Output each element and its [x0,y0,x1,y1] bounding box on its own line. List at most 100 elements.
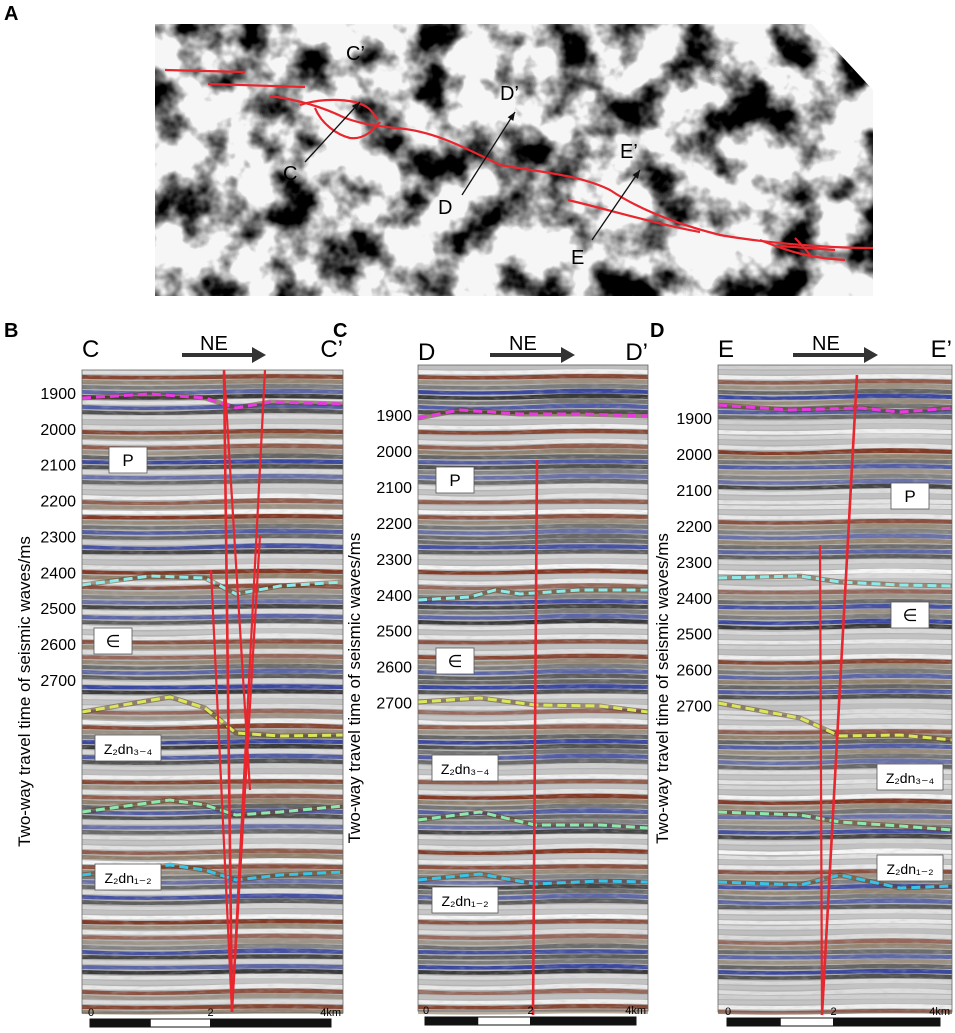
section-d-y-axis-label: Two-way travel time of seismic waves/ms [653,533,672,844]
section-d-unit-label-4: Z₂dn₁₋₂ [876,854,944,882]
section-d-left-label: E [718,336,734,363]
section-b-ytick-2500: 2500 [40,601,76,618]
panel-a-letter: A [4,3,18,25]
section-b-y-axis-label: Two-way travel time of seismic waves/ms [15,536,34,847]
panel-a: A C C’ D D’ E E’ [4,3,874,296]
map-section-markers: C C’ D D’ E E’ [283,43,641,269]
map-fault-5 [313,107,381,140]
map-label-c: C [283,163,297,185]
section-d-frame [717,364,953,1013]
section-c-scale-bar-segment [424,1016,479,1026]
section-c-ytick-2300: 2300 [376,552,412,569]
section-d-ytick-1900: 1900 [676,411,712,428]
unit-label-text: P [449,471,460,490]
map-fault-traces [164,68,874,262]
map-profile-line-d [461,111,516,196]
section-d-ytick-2300: 2300 [676,555,712,572]
unit-label-text: P [122,451,133,470]
section-d-ytick-2500: 2500 [676,627,712,644]
section-c-direction-label: NE [509,333,537,355]
map-arrowhead-e [632,170,640,179]
unit-label-box [93,627,133,655]
map-fault-8 [779,244,836,252]
section-d: D E E’ NE P ∈ Z₂dn₃₋₄ Z₂dn₁₋₂ 1900 2000 2100 2200 23… [650,320,953,1027]
unit-label-text: ∈ [448,652,463,671]
section-c-horizon-1 [417,408,649,420]
section-d-letter: D [650,320,664,342]
map-fault-2 [207,82,306,89]
section-d-horizon-4 [717,810,953,832]
section-b-fault-1 [222,369,234,1013]
section-d-ytick-2000: 2000 [676,447,712,464]
map-fault-4 [299,98,379,121]
section-d-scale-bar-segment [779,1017,834,1027]
section-c-unit-label-1: P [435,466,475,494]
map-profile-line-e [591,169,641,241]
section-c-ytick-2500: 2500 [376,624,412,641]
section-b-horizon-3 [81,695,344,738]
section-b-letter: B [4,320,18,342]
section-b-direction-label: NE [200,333,228,355]
section-d-fault-1 [820,374,859,1016]
unit-label-box [890,482,930,510]
unit-label-text: Z₂dn₁₋₂ [441,893,488,909]
unit-label-box [435,466,475,494]
section-c-scale-bar-segment [477,1016,531,1026]
section-b-ytick-2400: 2400 [40,565,76,582]
section-c-unit-label-4: Z₂dn₁₋₂ [431,886,499,914]
section-b-right-label: C’ [320,336,343,363]
section-c-frame [417,364,649,1012]
section-b-scale-label-2: 2 [208,1007,214,1019]
section-d-horizon-2 [717,574,953,588]
section-c-scale-label-2: 2 [528,1005,534,1017]
section-c-ytick-2100: 2100 [376,480,412,497]
section-d-scale-label-0: 0 [725,1006,731,1018]
section-b-horizon-1 [81,392,344,410]
map-fault-7 [759,238,846,262]
section-c-unit-label-2: ∈ [435,647,475,675]
map-label-e-prime: E’ [620,141,638,163]
section-c-y-axis-label: Two-way travel time of seismic waves/ms [345,533,364,844]
section-b-ytick-2300: 2300 [40,529,76,546]
section-c-ytick-2400: 2400 [376,588,412,605]
section-b-ytick-2200: 2200 [40,494,76,511]
section-c-ytick-2000: 2000 [376,444,412,461]
section-b-seismic-texture [82,370,343,1013]
section-d-horizon-1 [717,403,953,414]
unit-label-box [435,647,475,675]
map-label-c-prime: C’ [346,43,365,65]
section-b-left-label: C [82,336,99,363]
section-b: BC C’NEP∈Z₂dn₃₋₄Z₂dn₁₋₂190020002100220023… [4,320,344,1028]
unit-label-text: Z₂dn₃₋₄ [886,770,935,786]
section-c-left-label: D [418,339,435,366]
section-c-scale-bar-segment [530,1016,584,1026]
section-b-scale-label-4km: 4km [320,1007,341,1019]
section-c-scale-bar-segment [582,1016,637,1026]
section-c: C D D’ NE P ∈ Z₂dn₃₋₄ Z₂dn₁₋₂ 1900 2000 2100 2200 23… [333,320,649,1026]
section-b-ytick-2100: 2100 [40,458,76,475]
section-c-scale-label-4km: 4km [625,1005,646,1017]
section-b-ytick-2700: 2700 [40,673,76,690]
section-b-fault-3 [209,569,234,1013]
unit-label-text: ∈ [903,606,918,625]
section-b-scale-bar-segment [149,1018,211,1028]
unit-label-box [876,763,944,791]
section-d-right-label: E’ [931,336,952,363]
section-b-unit-label-4: Z₂dn₁₋₂ [94,863,162,891]
unit-label-box [890,601,930,629]
map-label-d: D [438,197,452,219]
section-c-direction-arrowhead [561,347,575,363]
section-d-scale-label-2: 2 [831,1006,837,1018]
section-d-horizon-5 [717,873,953,890]
section-c-horizon-2 [417,588,648,602]
section-b-unit-label-1: P [108,446,148,474]
section-d-scale-bar-segment [833,1017,888,1027]
map-profile-line-c [304,101,361,163]
unit-label-box [108,446,148,474]
section-b-horizon-4 [81,798,344,817]
section-c-ytick-1900: 1900 [376,408,412,425]
section-d-ytick-2700: 2700 [676,699,712,716]
section-c-ytick-2700: 2700 [376,696,412,713]
map-texture [155,24,873,296]
